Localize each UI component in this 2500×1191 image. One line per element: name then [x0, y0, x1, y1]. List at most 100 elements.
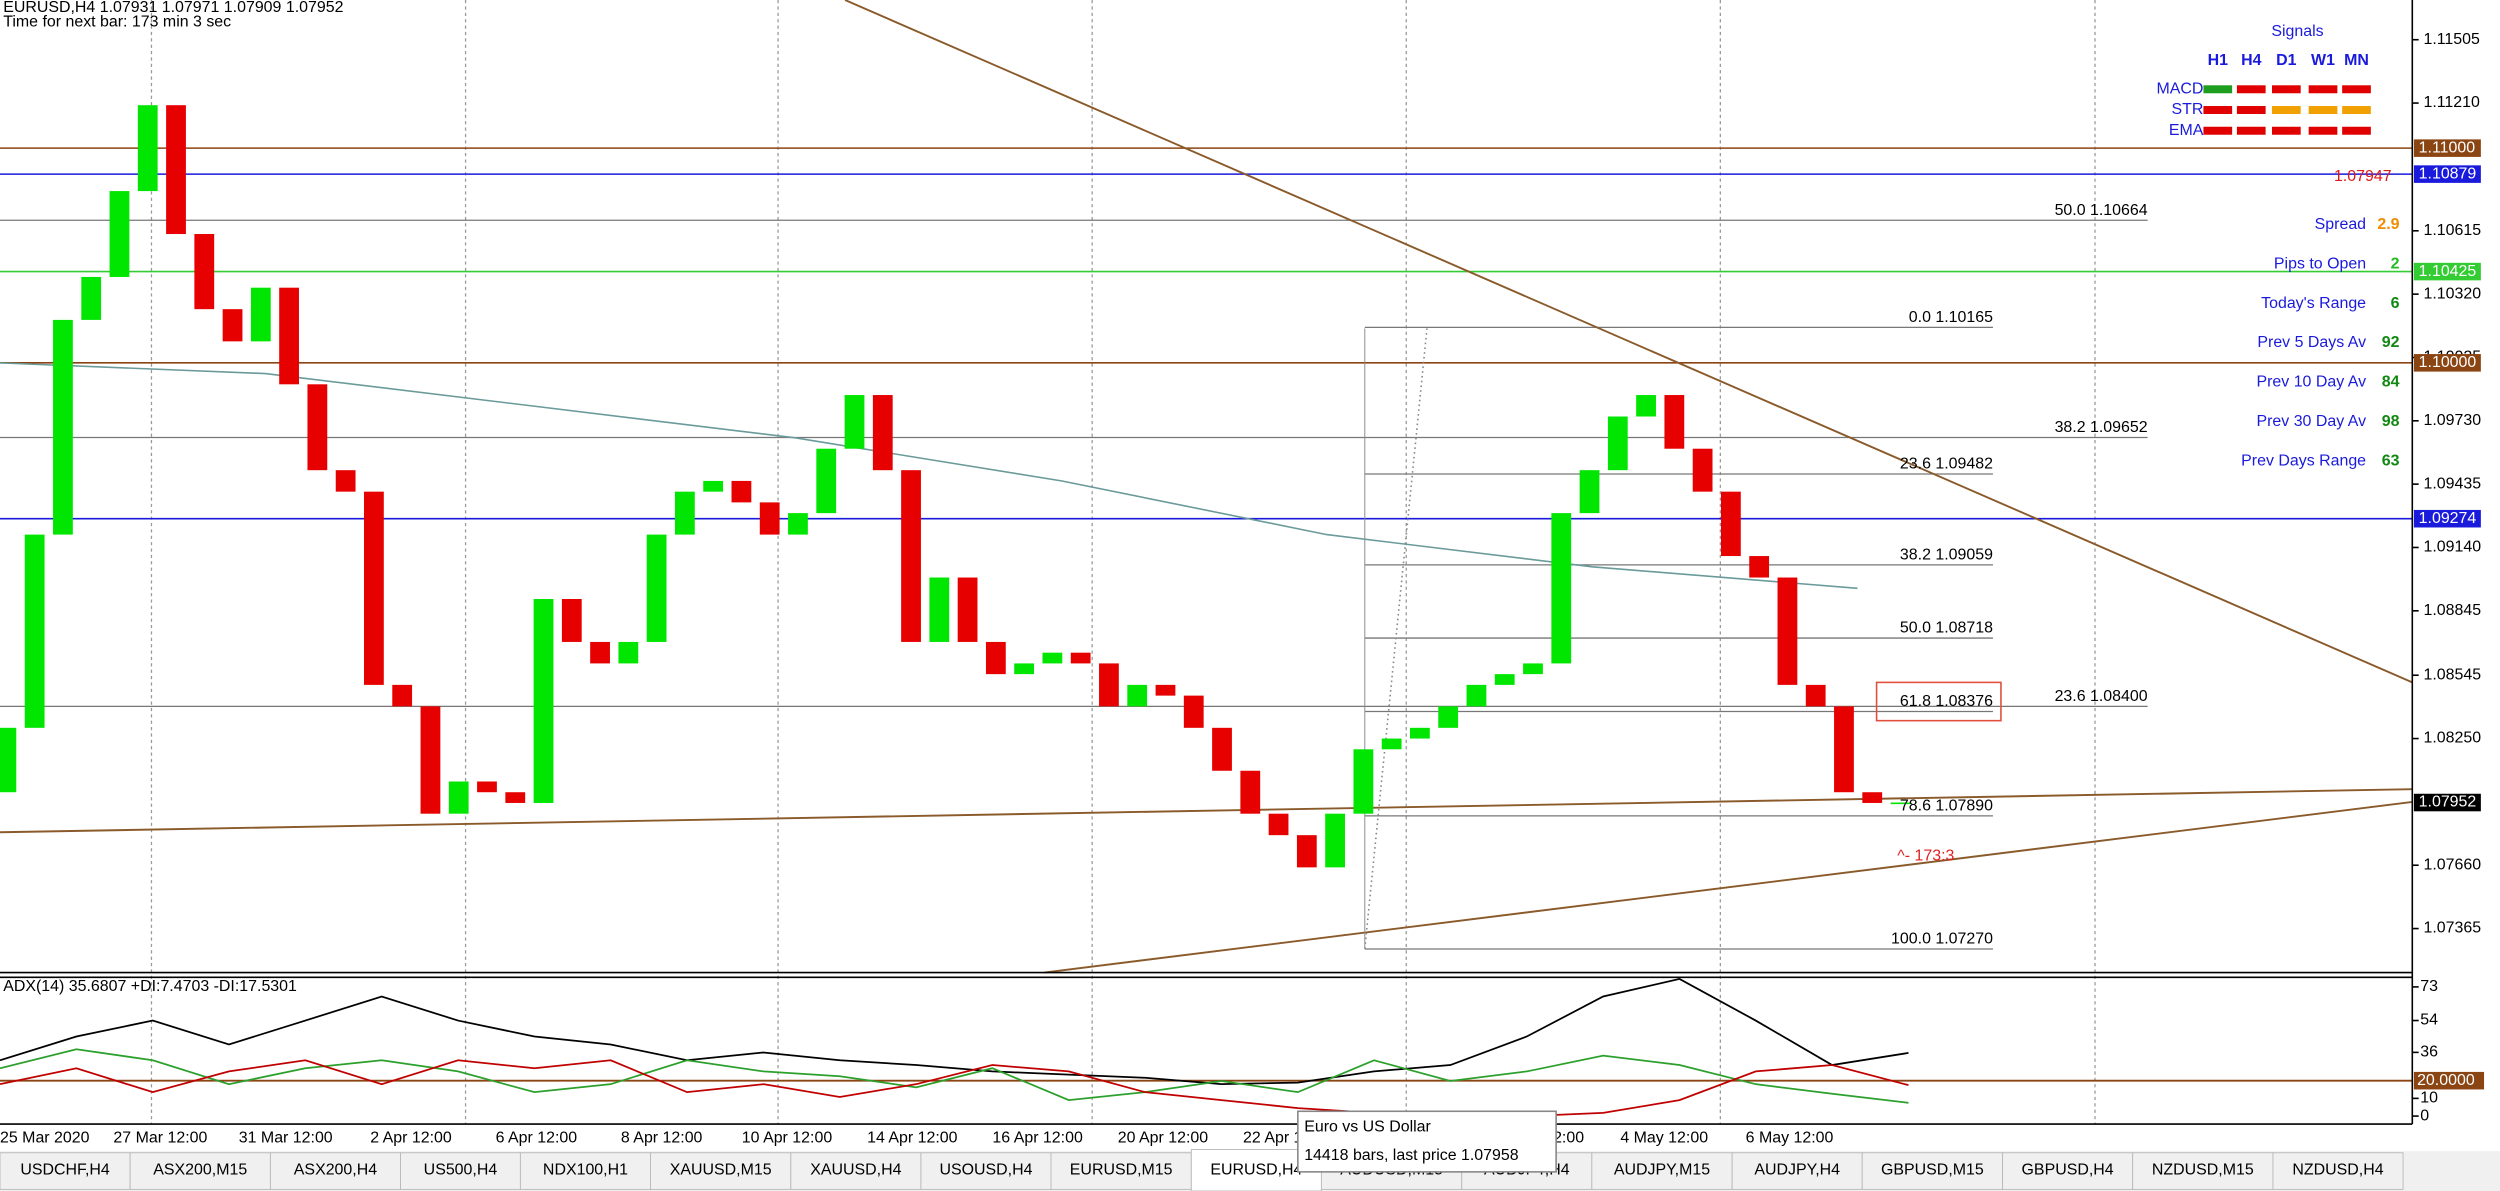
tab-label[interactable]: AUDJPY,H4 [1754, 1161, 1840, 1178]
signal-cell [2236, 106, 2266, 114]
x-tick-label: 27 Mar 12:00 [113, 1130, 207, 1147]
tab[interactable] [2132, 1152, 2274, 1190]
tab[interactable] [790, 1152, 922, 1190]
tab-label[interactable]: USOUSD,H4 [939, 1161, 1032, 1178]
tab-label[interactable]: ASX200,M15 [153, 1161, 247, 1178]
candle [872, 395, 893, 471]
candle [901, 470, 921, 642]
tab[interactable] [269, 1152, 401, 1190]
tab[interactable] [920, 1152, 1052, 1190]
y-tick-label: 1.10615 [2423, 222, 2481, 239]
y-tick-label: 1.08250 [2423, 730, 2481, 747]
y-tick-label: 1.09435 [2423, 475, 2481, 492]
tab-label[interactable]: NDX100,H1 [543, 1161, 628, 1178]
price-box-label: 1.11000 [2419, 139, 2476, 156]
candle [1551, 513, 1572, 664]
candle [1155, 684, 1176, 696]
tab-label[interactable]: EURUSD,M15 [1070, 1161, 1173, 1178]
info-value: 6 [2391, 295, 2400, 312]
candle [137, 105, 158, 192]
price-box-label: 1.10000 [2419, 354, 2477, 371]
candle [420, 706, 441, 814]
trendline [0, 788, 2413, 834]
level-label: 20.0000 [2417, 1072, 2475, 1089]
tab[interactable] [519, 1152, 651, 1190]
candle [1296, 835, 1317, 868]
x-tick-label: 20 Apr 12:00 [1118, 1130, 1209, 1147]
tab-label[interactable]: US500,H4 [424, 1161, 498, 1178]
candle [1890, 802, 1911, 805]
signals-title: Signals [2271, 23, 2323, 40]
signal-column: H1 [2208, 52, 2229, 69]
candle [1099, 663, 1119, 707]
candle [1805, 684, 1826, 707]
y-tick-label: 1.11210 [2423, 94, 2480, 111]
candle [505, 792, 526, 803]
tab-label[interactable]: NZDUSD,M15 [2152, 1161, 2254, 1178]
signal-cell [2203, 126, 2233, 135]
tab-label[interactable]: EURUSD,H4 [1210, 1161, 1302, 1178]
signal-column: W1 [2311, 52, 2335, 69]
y-tick-label: 54 [2420, 1012, 2438, 1029]
info-value: 98 [2382, 413, 2400, 430]
candle [1523, 663, 1543, 675]
y-tick-label: 1.07365 [2423, 920, 2481, 937]
tab[interactable] [1050, 1152, 1192, 1190]
y-tick-label: 1.08545 [2423, 666, 2481, 683]
tab-label[interactable]: GBPUSD,M15 [1881, 1161, 1984, 1178]
x-tick-label: 6 May 12:00 [1746, 1130, 1834, 1147]
price-box [2413, 165, 2481, 183]
x-tick-label: 25 Mar 2020 [0, 1130, 90, 1147]
fib-label: 50.0 1.08718 [1900, 620, 1993, 637]
info-label: Prev Days Range [2241, 452, 2366, 469]
tab[interactable] [1591, 1152, 1733, 1190]
signal-cell [2271, 126, 2301, 135]
info-value: 2 [2391, 255, 2400, 272]
tab[interactable] [1731, 1152, 1863, 1190]
y-tick-label: 36 [2420, 1044, 2438, 1061]
tab[interactable] [400, 1152, 521, 1190]
fib-label: 61.8 1.08376 [1900, 693, 1993, 710]
candle [957, 577, 978, 642]
candle [1607, 416, 1628, 471]
x-tick-label: 31 Mar 12:00 [239, 1130, 333, 1147]
candle [53, 319, 73, 535]
fib-label: 78.6 1.07890 [1900, 797, 1993, 814]
tab-label[interactable]: ASX200,H4 [294, 1161, 377, 1178]
candle [250, 287, 271, 342]
tab-label[interactable]: XAUUSD,M15 [670, 1161, 772, 1178]
tooltip [1297, 1110, 1557, 1173]
price-box [2413, 509, 2481, 528]
candle [1636, 395, 1656, 417]
y-tick-label: 0 [2420, 1107, 2429, 1124]
candle [1579, 470, 1600, 514]
chart-title: EURUSD,H4 1.07931 1.07971 1.07909 1.0795… [3, 0, 343, 16]
x-tick-label: 14 Apr 12:00 [867, 1130, 958, 1147]
tab-label[interactable]: AUDJPY,M15 [1614, 1161, 1710, 1178]
candle [1494, 674, 1515, 685]
candle [1749, 556, 1770, 578]
candle [1664, 395, 1685, 449]
price-box-label: 1.07952 [2419, 794, 2477, 811]
tab-label[interactable]: GBPUSD,H4 [2022, 1161, 2114, 1178]
candle [1127, 684, 1148, 707]
highlight-box [1875, 681, 2002, 722]
tab[interactable] [2272, 1152, 2404, 1190]
candle [561, 599, 582, 642]
price-box [2413, 262, 2481, 281]
tab-label[interactable]: USDCHF,H4 [20, 1161, 110, 1178]
candle [335, 470, 356, 492]
indicator-line [0, 978, 1909, 1086]
signal-column: D1 [2276, 52, 2297, 69]
levels [0, 147, 2413, 1082]
signal-cell [2236, 85, 2266, 94]
tab-label[interactable]: NZDUSD,H4 [2292, 1161, 2383, 1178]
price-box-label: 1.10879 [2419, 165, 2477, 182]
tab[interactable] [0, 1152, 131, 1190]
signal-cell [2342, 85, 2371, 94]
tab[interactable] [129, 1152, 271, 1190]
tab-label[interactable]: XAUUSD,H4 [810, 1161, 901, 1178]
candle [81, 276, 102, 320]
